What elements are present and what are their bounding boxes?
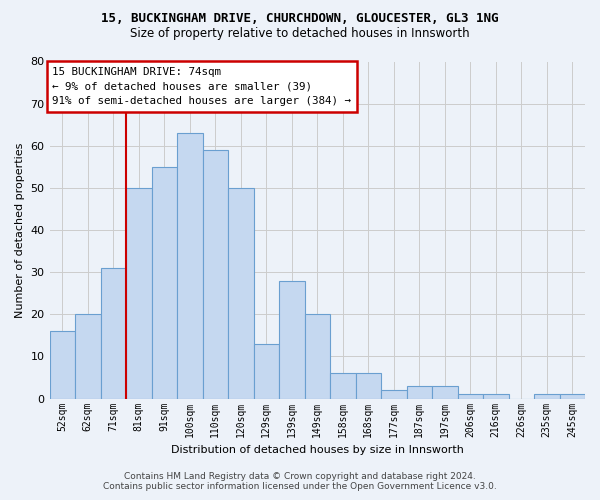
Bar xyxy=(152,167,177,398)
Bar xyxy=(228,188,254,398)
Bar xyxy=(483,394,509,398)
Text: 15, BUCKINGHAM DRIVE, CHURCHDOWN, GLOUCESTER, GL3 1NG: 15, BUCKINGHAM DRIVE, CHURCHDOWN, GLOUCE… xyxy=(101,12,499,26)
Bar xyxy=(381,390,407,398)
Bar xyxy=(432,386,458,398)
Bar xyxy=(254,344,279,399)
Bar xyxy=(101,268,126,398)
Bar xyxy=(407,386,432,398)
Bar xyxy=(458,394,483,398)
Bar xyxy=(356,374,381,398)
Bar xyxy=(203,150,228,398)
Text: Size of property relative to detached houses in Innsworth: Size of property relative to detached ho… xyxy=(130,28,470,40)
X-axis label: Distribution of detached houses by size in Innsworth: Distribution of detached houses by size … xyxy=(171,445,464,455)
Text: 15 BUCKINGHAM DRIVE: 74sqm
← 9% of detached houses are smaller (39)
91% of semi-: 15 BUCKINGHAM DRIVE: 74sqm ← 9% of detac… xyxy=(52,66,351,106)
Y-axis label: Number of detached properties: Number of detached properties xyxy=(15,142,25,318)
Bar xyxy=(50,331,75,398)
Bar xyxy=(330,374,356,398)
Bar xyxy=(177,133,203,398)
Bar xyxy=(126,188,152,398)
Bar xyxy=(75,314,101,398)
Bar xyxy=(534,394,560,398)
Text: Contains HM Land Registry data © Crown copyright and database right 2024.
Contai: Contains HM Land Registry data © Crown c… xyxy=(103,472,497,491)
Bar xyxy=(279,280,305,398)
Bar xyxy=(305,314,330,398)
Bar xyxy=(560,394,585,398)
